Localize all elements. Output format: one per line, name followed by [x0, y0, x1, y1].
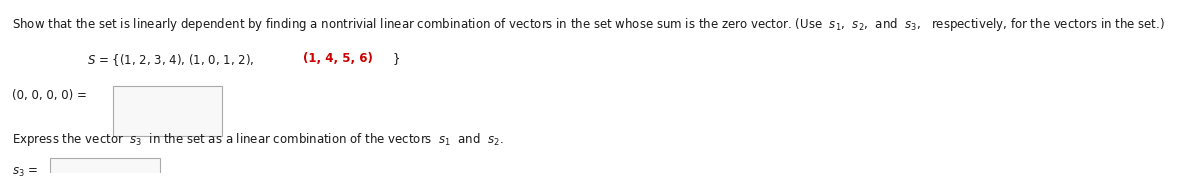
- Text: }: }: [392, 52, 400, 65]
- Text: $S$ = {(1, 2, 3, 4), (1, 0, 1, 2),: $S$ = {(1, 2, 3, 4), (1, 0, 1, 2),: [88, 52, 256, 68]
- Text: (1, 4, 5, 6): (1, 4, 5, 6): [302, 52, 373, 65]
- FancyBboxPatch shape: [50, 158, 160, 182]
- Text: (0, 0, 0, 0) =: (0, 0, 0, 0) =: [12, 89, 86, 102]
- FancyBboxPatch shape: [113, 86, 222, 136]
- Text: Show that the set is linearly dependent by finding a nontrivial linear combinati: Show that the set is linearly dependent …: [12, 15, 1165, 33]
- Text: Express the vector  $s_3$  in the set as a linear combination of the vectors  $s: Express the vector $s_3$ in the set as a…: [12, 131, 504, 148]
- Text: $s_3$ =: $s_3$ =: [12, 166, 38, 179]
